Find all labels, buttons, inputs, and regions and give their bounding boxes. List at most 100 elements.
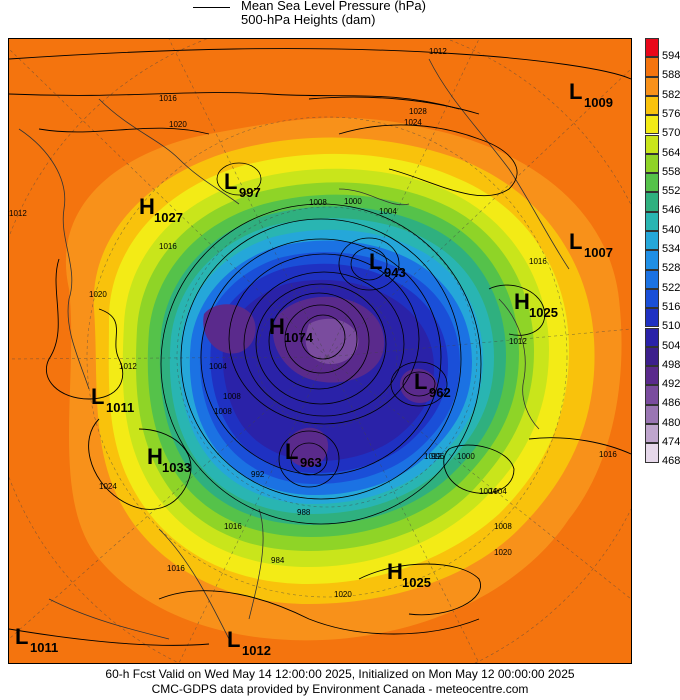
colorbar-level-label: 534 bbox=[662, 243, 680, 255]
colorbar-level-label: 540 bbox=[662, 223, 680, 236]
pressure-system-letter: L bbox=[285, 439, 298, 464]
high-pressure-center: H 1025 bbox=[387, 559, 431, 590]
isobar-label: 1004 bbox=[209, 362, 227, 371]
high-pressure-center: H 1027 bbox=[139, 194, 183, 225]
colorbar-cell bbox=[645, 95, 659, 116]
low-pressure-center: L 1009 bbox=[569, 79, 613, 110]
pressure-system-value: 1025 bbox=[402, 575, 431, 590]
colorbar-cell bbox=[645, 76, 659, 96]
isobar-labels: 1012 1016 1020 1024 1012 1016 1020 1016 1012 1024… bbox=[9, 47, 617, 599]
pressure-system-letter: H bbox=[514, 289, 530, 314]
pressure-system-value: 1011 bbox=[30, 640, 58, 655]
pressure-system-letter: L bbox=[569, 229, 582, 254]
colorbar-level-label: 468 bbox=[662, 455, 680, 468]
pressure-system-value: 962 bbox=[429, 385, 451, 400]
colorbar-cell bbox=[645, 424, 659, 444]
isobar-label: 1016 bbox=[167, 564, 185, 573]
colorbar-cell bbox=[645, 366, 659, 386]
colorbar-cell bbox=[645, 153, 659, 174]
colorbar-cell bbox=[645, 38, 659, 58]
pressure-system-value: 1012 bbox=[242, 643, 271, 658]
high-pressure-center: H 1074 bbox=[269, 314, 314, 345]
colorbar-level-label: 594 bbox=[662, 50, 680, 62]
colorbar-cell bbox=[645, 288, 659, 309]
isobar-label: 1000 bbox=[344, 197, 362, 206]
isobar-label: 1020 bbox=[334, 590, 352, 599]
isobar-label: 1012 bbox=[429, 47, 447, 56]
isobar-label: 1004 bbox=[479, 487, 497, 496]
colorbar-cell bbox=[645, 134, 659, 154]
isobar-label: 1008 bbox=[494, 522, 512, 531]
colorbar-level-label: 480 bbox=[662, 416, 680, 429]
pressure-system-value: 1025 bbox=[529, 305, 558, 320]
colorbar-level-label: 570 bbox=[662, 127, 680, 140]
isobars bbox=[9, 48, 631, 646]
colorbar-cell bbox=[645, 192, 659, 212]
pressure-system-value: 1027 bbox=[154, 210, 183, 225]
isobar-label: 1008 bbox=[214, 407, 232, 416]
colorbar-level-label: 558 bbox=[662, 165, 680, 178]
colorbar-cell bbox=[645, 385, 659, 405]
pressure-system-value: 997 bbox=[239, 185, 261, 200]
pressure-system-letter: L bbox=[224, 169, 237, 194]
low-pressure-center: L 1011 bbox=[15, 624, 58, 655]
pressure-system-value: 1009 bbox=[584, 95, 613, 110]
colorbar-cell bbox=[645, 115, 659, 135]
colorbar-level-label: 516 bbox=[662, 300, 680, 313]
isobar-line-sample bbox=[193, 7, 230, 8]
pressure-system-letter: L bbox=[15, 624, 28, 649]
pressure-system-letter: L bbox=[91, 384, 104, 409]
colorbar-cell bbox=[645, 327, 659, 347]
isobar-label: 1024 bbox=[404, 118, 422, 127]
isobar-label: 1012 bbox=[509, 337, 527, 346]
map-legend-header: Mean Sea Level Pressure (hPa) 500-hPa He… bbox=[0, 0, 680, 34]
pressure-system-letter: L bbox=[569, 79, 582, 104]
colorbar-cell bbox=[645, 250, 659, 270]
isobar-label: 1012 bbox=[424, 452, 442, 461]
legend-mslp-label: Mean Sea Level Pressure (hPa) bbox=[241, 0, 426, 13]
low-pressure-center: L 1012 bbox=[227, 627, 271, 658]
colorbar-level-label: 582 bbox=[662, 88, 680, 101]
forecast-valid-time: 60-h Fcst Valid on Wed May 14 12:00:00 2… bbox=[105, 667, 575, 681]
isobar-label: 1024 bbox=[99, 482, 117, 491]
colorbar-level-label: 588 bbox=[662, 69, 680, 82]
low-pressure-center: L 997 bbox=[224, 169, 261, 200]
height-core-480 bbox=[305, 318, 359, 364]
pressure-system-value: 1011 bbox=[106, 400, 134, 415]
pressure-system-value: 963 bbox=[300, 455, 322, 470]
isobar-label: 1028 bbox=[409, 107, 427, 116]
weather-map: 1012 1016 1020 1024 1012 1016 1020 1016 1012 1024… bbox=[8, 38, 632, 664]
colorbar-level-label: 474 bbox=[662, 436, 680, 448]
coastlines bbox=[18, 58, 570, 640]
pressure-system-value: 1033 bbox=[162, 460, 191, 475]
colorbar-level-label: 546 bbox=[662, 204, 680, 217]
isobar-label: 1012 bbox=[119, 362, 137, 371]
isobar-label: 1016 bbox=[529, 257, 547, 266]
isobar-label: 1020 bbox=[89, 290, 107, 299]
isobars-dense bbox=[160, 162, 482, 525]
isobar-label: 1016 bbox=[159, 242, 177, 251]
pressure-system-value: 943 bbox=[384, 265, 406, 280]
low-pressure-center: L 943 bbox=[369, 249, 406, 280]
pressure-system-letter: H bbox=[147, 444, 163, 469]
isobar-label: 1020 bbox=[169, 120, 187, 129]
pressure-system-letter: H bbox=[269, 314, 285, 339]
pressure-system-letter: H bbox=[387, 559, 403, 584]
graticule bbox=[9, 39, 631, 663]
isobar-label: 1020 bbox=[494, 548, 512, 557]
isobar-label: 1004 bbox=[489, 487, 507, 496]
legend-500hpa-label: 500-hPa Heights (dam) bbox=[241, 12, 376, 27]
low-pressure-center: L 963 bbox=[285, 439, 322, 470]
colorbar-cell bbox=[645, 231, 659, 251]
high-pressure-center: H 1025 bbox=[514, 289, 558, 320]
isobar-label: 1008 bbox=[309, 198, 327, 207]
colorbar-cell bbox=[645, 269, 659, 289]
colorbar-level-label: 528 bbox=[662, 262, 680, 275]
colorbar-cell bbox=[645, 173, 659, 193]
isobar-label: 988 bbox=[297, 508, 311, 517]
colorbar-level-label: 552 bbox=[662, 185, 680, 198]
colorbar-level-label: 486 bbox=[662, 397, 680, 410]
colorbar-cell bbox=[645, 211, 659, 231]
isobar-label: 1012 bbox=[9, 209, 27, 218]
